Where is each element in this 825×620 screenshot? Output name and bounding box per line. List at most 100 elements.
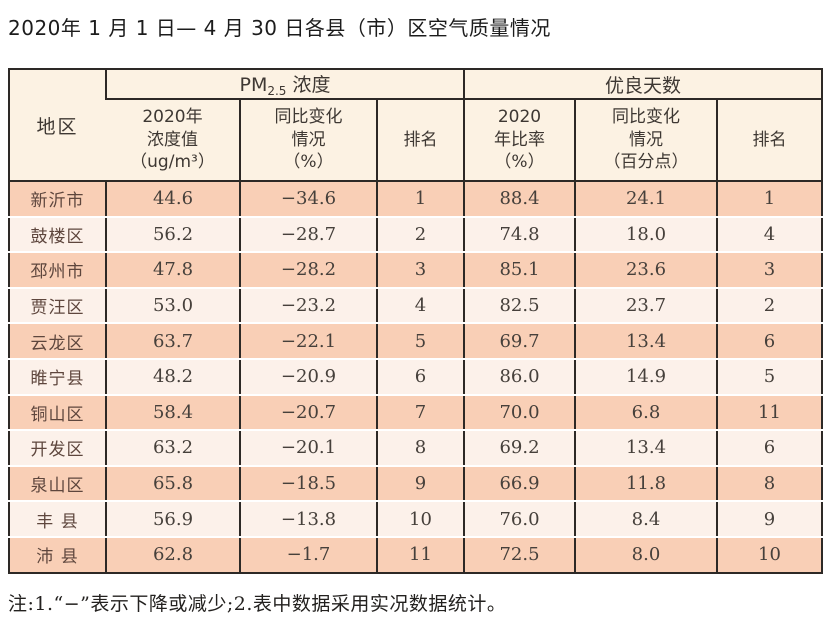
cell-pm25-change: −1.7	[239, 536, 377, 573]
cell-days-rank: 3	[715, 252, 823, 289]
footnote: 注:1.“−”表示下降或减少;2.表中数据采用实况数据统计。	[8, 592, 507, 615]
cell-days-ratio: 66.9	[463, 465, 575, 503]
cell-pm25-rank: 4	[376, 287, 464, 325]
table-row: 邳州市 47.8 −28.2 3 85.1 23.6 3	[9, 252, 823, 289]
column-header-days-ratio: 2020 年比率 （%）	[463, 99, 575, 182]
cell-pm25-rank: 3	[376, 252, 464, 289]
cell-pm25-rank: 1	[376, 181, 464, 218]
cell-pm25-rank: 5	[376, 323, 464, 360]
air-quality-table: 地区 PM2.5 浓度 优良天数 2020年 浓度值 （ug/m³） 同比变化 …	[8, 68, 824, 574]
cell-days-ratio: 82.5	[463, 287, 575, 325]
table-header: 地区 PM2.5 浓度 优良天数 2020年 浓度值 （ug/m³） 同比变化 …	[9, 69, 823, 182]
column-group-pm25: PM2.5 浓度	[105, 69, 464, 100]
cell-days-change: 24.1	[574, 181, 717, 218]
cell-days-ratio: 76.0	[463, 501, 575, 538]
cell-days-change: 6.8	[574, 394, 717, 432]
cell-pm25-value: 63.7	[105, 323, 240, 360]
cell-pm25-rank: 9	[376, 465, 464, 503]
cell-pm25-value: 47.8	[105, 252, 240, 289]
cell-days-rank: 11	[715, 394, 823, 432]
cell-days-ratio: 86.0	[463, 358, 575, 396]
table-row: 鼓楼区 56.2 −28.7 2 74.8 18.0 4	[9, 216, 823, 254]
cell-pm25-change: −23.2	[239, 287, 377, 325]
page-title: 2020年 1 月 1 日— 4 月 30 日各县（市）区空气质量情况	[8, 16, 551, 40]
cell-days-rank: 4	[715, 216, 823, 254]
pm25-label-subscript: 2.5	[267, 84, 287, 98]
table-row: 睢宁县 48.2 −20.9 6 86.0 14.9 5	[9, 358, 823, 396]
table-row: 泉山区 65.8 −18.5 9 66.9 11.8 8	[9, 465, 823, 503]
pm25-label-base: PM	[239, 74, 268, 96]
cell-days-rank: 2	[715, 287, 823, 325]
cell-days-change: 23.7	[574, 287, 717, 325]
cell-days-change: 23.6	[574, 252, 717, 289]
cell-pm25-value: 65.8	[105, 465, 240, 503]
cell-region: 睢宁县	[9, 358, 106, 396]
cell-pm25-change: −34.6	[239, 181, 377, 218]
pm25-label-rest: 浓度	[286, 74, 331, 96]
cell-region: 鼓楼区	[9, 216, 106, 254]
cell-days-change: 8.0	[574, 536, 717, 573]
table-row: 开发区 63.2 −20.1 8 69.2 13.4 6	[9, 430, 823, 467]
cell-region: 贾汪区	[9, 287, 106, 325]
table-row: 云龙区 63.7 −22.1 5 69.7 13.4 6	[9, 323, 823, 360]
cell-days-change: 11.8	[574, 465, 717, 503]
cell-pm25-value: 58.4	[105, 394, 240, 432]
cell-days-rank: 8	[715, 465, 823, 503]
cell-pm25-change: −22.1	[239, 323, 377, 360]
cell-region: 沛 县	[36, 547, 79, 568]
cell-pm25-change: −28.2	[239, 252, 377, 289]
column-header-pm25-rank: 排名	[376, 99, 464, 182]
cell-pm25-value: 56.2	[105, 216, 240, 254]
header-sub-row: 2020年 浓度值 （ug/m³） 同比变化 情况 （%） 排名 2020 年比…	[9, 99, 823, 182]
cell-days-ratio: 69.2	[463, 430, 575, 467]
column-header-days-rank: 排名	[715, 99, 823, 182]
cell-region: 泉山区	[9, 465, 106, 503]
cell-region: 铜山区	[9, 394, 106, 432]
cell-region: 新沂市	[9, 181, 106, 218]
cell-days-ratio: 88.4	[463, 181, 575, 218]
cell-pm25-change: −20.1	[239, 430, 377, 467]
cell-days-rank: 6	[715, 323, 823, 360]
cell-days-ratio: 85.1	[463, 252, 575, 289]
cell-pm25-change: −20.7	[239, 394, 377, 432]
cell-days-rank: 9	[715, 501, 823, 538]
column-header-days-change: 同比变化 情况 （百分点）	[574, 99, 717, 182]
column-group-good-days: 优良天数	[462, 69, 823, 100]
cell-days-change: 13.4	[574, 430, 717, 467]
cell-pm25-rank: 8	[376, 430, 464, 467]
cell-days-change: 8.4	[574, 501, 717, 538]
cell-region: 云龙区	[9, 323, 106, 360]
cell-pm25-value: 62.8	[105, 536, 240, 573]
cell-pm25-change: −18.5	[239, 465, 377, 503]
cell-pm25-change: −13.8	[239, 501, 377, 538]
column-header-region: 地区	[9, 69, 106, 182]
table-row: 丰 县 56.9 −13.8 10 76.0 8.4 9	[9, 501, 823, 538]
cell-region: 邳州市	[9, 252, 106, 289]
table-row: 新沂市 44.6 −34.6 1 88.4 24.1 1	[9, 181, 823, 218]
table-body: 新沂市 44.6 −34.6 1 88.4 24.1 1 鼓楼区 56.2 −28.7 2 74.8 1…	[9, 181, 823, 573]
cell-pm25-rank: 11	[376, 536, 464, 573]
cell-pm25-rank: 6	[376, 358, 464, 396]
cell-pm25-value: 44.6	[105, 181, 240, 218]
cell-days-ratio: 70.0	[463, 394, 575, 432]
cell-region: 丰 县	[9, 501, 106, 538]
cell-pm25-rank: 7	[376, 394, 464, 432]
cell-days-rank: 1	[715, 181, 823, 218]
cell-days-ratio: 74.8	[463, 216, 575, 254]
table-row: 沛 县 62.8 −1.7 11 72.5 8.0 10	[9, 536, 823, 573]
column-header-pm25-value: 2020年 浓度值 （ug/m³）	[106, 99, 240, 182]
cell-pm25-rank: 10	[376, 501, 464, 538]
cell-days-change: 14.9	[574, 358, 717, 396]
header-group-row: 地区 PM2.5 浓度 优良天数	[9, 69, 823, 182]
column-header-pm25-change: 同比变化 情况 （%）	[239, 99, 377, 182]
cell-pm25-rank: 2	[376, 216, 464, 254]
cell-pm25-value: 63.2	[105, 430, 240, 467]
table-row: 贾汪区 53.0 −23.2 4 82.5 23.7 2	[9, 287, 823, 325]
cell-pm25-value: 48.2	[105, 358, 240, 396]
cell-pm25-change: −28.7	[239, 216, 377, 254]
cell-days-ratio: 69.7	[463, 323, 575, 360]
cell-pm25-change: −20.9	[239, 358, 377, 396]
cell-days-change: 13.4	[574, 323, 717, 360]
cell-pm25-value: 56.9	[105, 501, 240, 538]
